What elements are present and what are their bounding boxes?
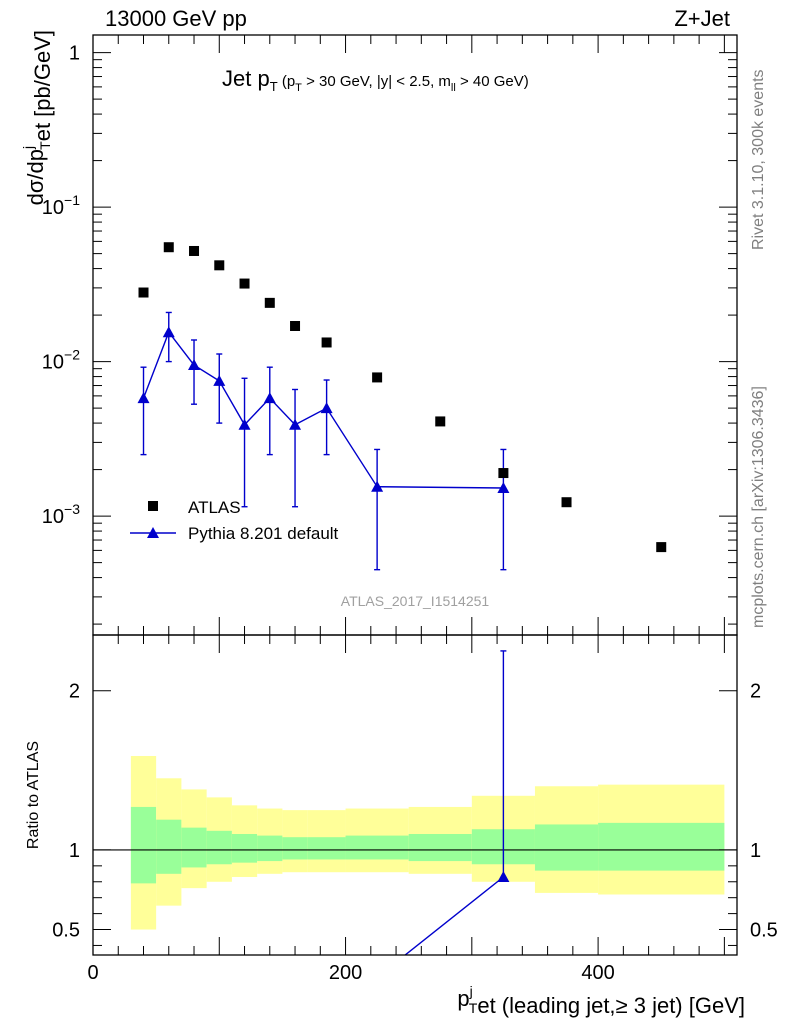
ratio-xtick-label: 0 — [87, 962, 98, 984]
ratio-ticks — [92, 635, 737, 955]
main-ytick-label: 10−2 — [42, 347, 80, 374]
ratio-band-inner — [598, 822, 725, 871]
pythia-point — [497, 482, 510, 494]
ratio-pythia-point — [497, 870, 510, 882]
ratio-panel: 0.5 0.5 1 1 2 2 0 200 400 Ratio to ATLAS pj Tet … — [25, 634, 778, 1018]
ratio-ytick-label-left: 0.5 — [52, 920, 80, 942]
legend-atlas-marker — [148, 501, 158, 511]
watermark: ATLAS_2017_I1514251 — [341, 593, 490, 609]
legend-atlas-label: ATLAS — [188, 498, 241, 517]
pythia-point — [320, 402, 333, 414]
ratio-marks — [371, 650, 510, 982]
pythia-point — [188, 359, 201, 371]
main-marks — [137, 242, 667, 571]
header-right: Z+Jet — [674, 6, 730, 31]
pythia-point — [289, 418, 302, 430]
ratio-ytick-labels: 0.5 0.5 1 1 2 2 — [52, 681, 778, 942]
ratio-ytick-label-right: 2 — [750, 681, 761, 703]
main-ytick-labels: 1 10−1 10−2 10−3 — [42, 43, 80, 529]
main-ticks — [92, 35, 737, 635]
ratio-xtick-labels: 0 200 400 — [87, 962, 614, 984]
atlas-point — [498, 468, 509, 479]
main-panel: 1 10−1 10−2 10−3 Jet pT (pT > 30 GeV, |y| <… — [20, 30, 738, 636]
ratio-band-inner — [156, 819, 182, 874]
ratio-ytick-label-left: 1 — [69, 840, 80, 862]
ratio-band-inner — [282, 837, 308, 860]
atlas-point — [290, 320, 301, 331]
rivet-label: Rivet 3.1.10, 300k events — [750, 69, 767, 250]
ratio-pythia-line — [404, 876, 504, 955]
main-ylabel: dσ/dpjTet [pb/GeV] — [20, 30, 55, 205]
atlas-point — [264, 297, 275, 308]
ratio-band-inner — [307, 837, 346, 860]
atlas-point — [214, 260, 225, 271]
ratio-ytick-label-right: 0.5 — [750, 920, 778, 942]
pythia-point — [137, 392, 150, 404]
ratio-band-inner — [345, 835, 409, 860]
legend-pythia-marker — [147, 527, 159, 538]
ratio-band-inner — [257, 835, 283, 862]
atlas-point — [321, 337, 332, 348]
ratio-frame — [92, 634, 738, 956]
pythia-point — [213, 374, 226, 386]
mcplots-label: mcplots.cern.ch [arXiv:1306.3436] — [750, 386, 767, 628]
ratio-ytick-label-left: 2 — [69, 681, 80, 703]
ratio-bands — [130, 755, 725, 930]
atlas-point — [561, 497, 572, 508]
ratio-ylabel: Ratio to ATLAS — [25, 741, 42, 849]
ratio-ytick-label-right: 1 — [750, 840, 761, 862]
main-ytick-label: 10−3 — [42, 501, 80, 528]
main-ytick-label: 10−1 — [42, 192, 80, 219]
main-ytick-label: 1 — [69, 43, 80, 65]
atlas-point — [372, 372, 383, 383]
ratio-band-inner — [130, 806, 157, 884]
pythia-point — [238, 418, 251, 430]
ratio-band-inner — [534, 824, 599, 871]
header-left: 13000 GeV pp — [105, 6, 247, 31]
atlas-point — [435, 416, 446, 427]
legend: ATLAS Pythia 8.201 default — [130, 498, 339, 543]
atlas-point — [138, 287, 149, 298]
atlas-point — [189, 245, 200, 256]
pythia-line — [142, 330, 504, 489]
ratio-band-inner — [181, 827, 207, 868]
pythia-point — [371, 480, 384, 492]
legend-pythia-label: Pythia 8.201 default — [188, 524, 339, 543]
pythia-point — [263, 392, 276, 404]
ratio-xtick-label: 200 — [329, 962, 362, 984]
ratio-band-inner — [408, 834, 472, 862]
main-frame — [92, 34, 738, 636]
ratio-xtick-label: 400 — [581, 962, 614, 984]
ratio-xlabel: pj Tet (leading jet,≥ 3 jet) [GeV] — [457, 983, 745, 1018]
ratio-band-inner — [206, 830, 232, 865]
ratio-band-inner — [231, 834, 258, 863]
atlas-point — [163, 242, 174, 253]
atlas-point — [656, 542, 667, 553]
ratio-pythia-point — [371, 971, 383, 982]
atlas-point — [239, 278, 250, 289]
main-title: Jet pT (pT > 30 GeV, |y| < 2.5, mll > 40… — [222, 66, 529, 94]
pythia-point — [162, 326, 175, 338]
